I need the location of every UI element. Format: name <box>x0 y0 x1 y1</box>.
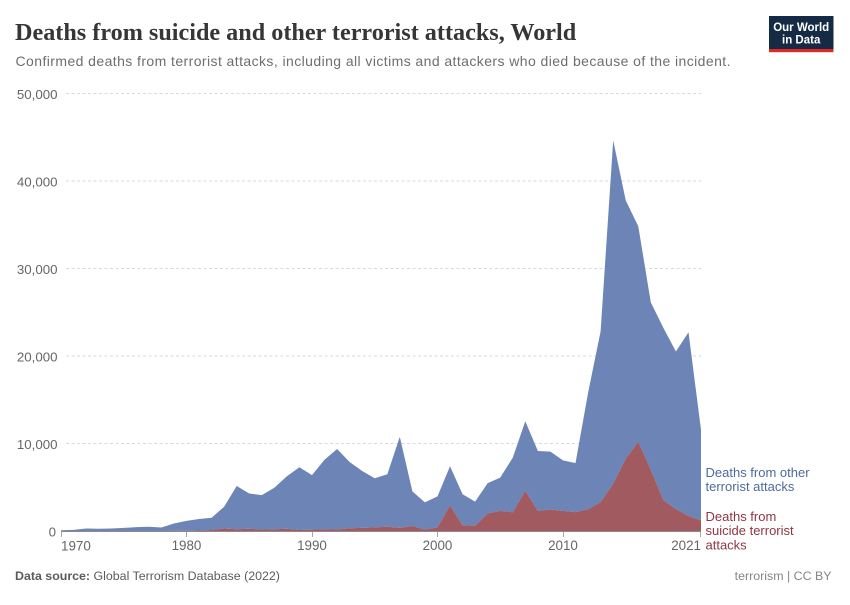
svg-text:suicide terrorist: suicide terrorist <box>706 523 795 538</box>
svg-text:2000: 2000 <box>423 538 453 553</box>
svg-text:2010: 2010 <box>548 538 578 553</box>
svg-text:10,000: 10,000 <box>17 437 58 452</box>
svg-text:Data source: Global Terrorism: Data source: Global Terrorism Database (… <box>15 569 280 583</box>
svg-text:in Data: in Data <box>782 35 821 47</box>
svg-text:attacks: attacks <box>706 537 748 552</box>
svg-text:20,000: 20,000 <box>17 350 58 365</box>
svg-text:Confirmed deaths from terroris: Confirmed deaths from terrorist attacks,… <box>16 53 731 69</box>
svg-text:terrorist attacks: terrorist attacks <box>706 479 795 494</box>
svg-text:50,000: 50,000 <box>17 87 58 102</box>
svg-text:1990: 1990 <box>297 538 327 553</box>
svg-text:2021: 2021 <box>671 538 701 553</box>
svg-text:terrorism | CC BY: terrorism | CC BY <box>735 569 832 583</box>
svg-text:0: 0 <box>49 524 56 539</box>
svg-text:Our World: Our World <box>773 22 829 34</box>
svg-text:Deaths from other: Deaths from other <box>706 465 811 480</box>
svg-text:Deaths from suicide and other: Deaths from suicide and other terrorist … <box>15 19 577 46</box>
svg-text:Deaths from: Deaths from <box>706 509 777 524</box>
svg-text:40,000: 40,000 <box>17 175 58 190</box>
svg-text:1980: 1980 <box>172 538 202 553</box>
svg-text:30,000: 30,000 <box>17 262 58 277</box>
svg-text:1970: 1970 <box>61 538 91 553</box>
